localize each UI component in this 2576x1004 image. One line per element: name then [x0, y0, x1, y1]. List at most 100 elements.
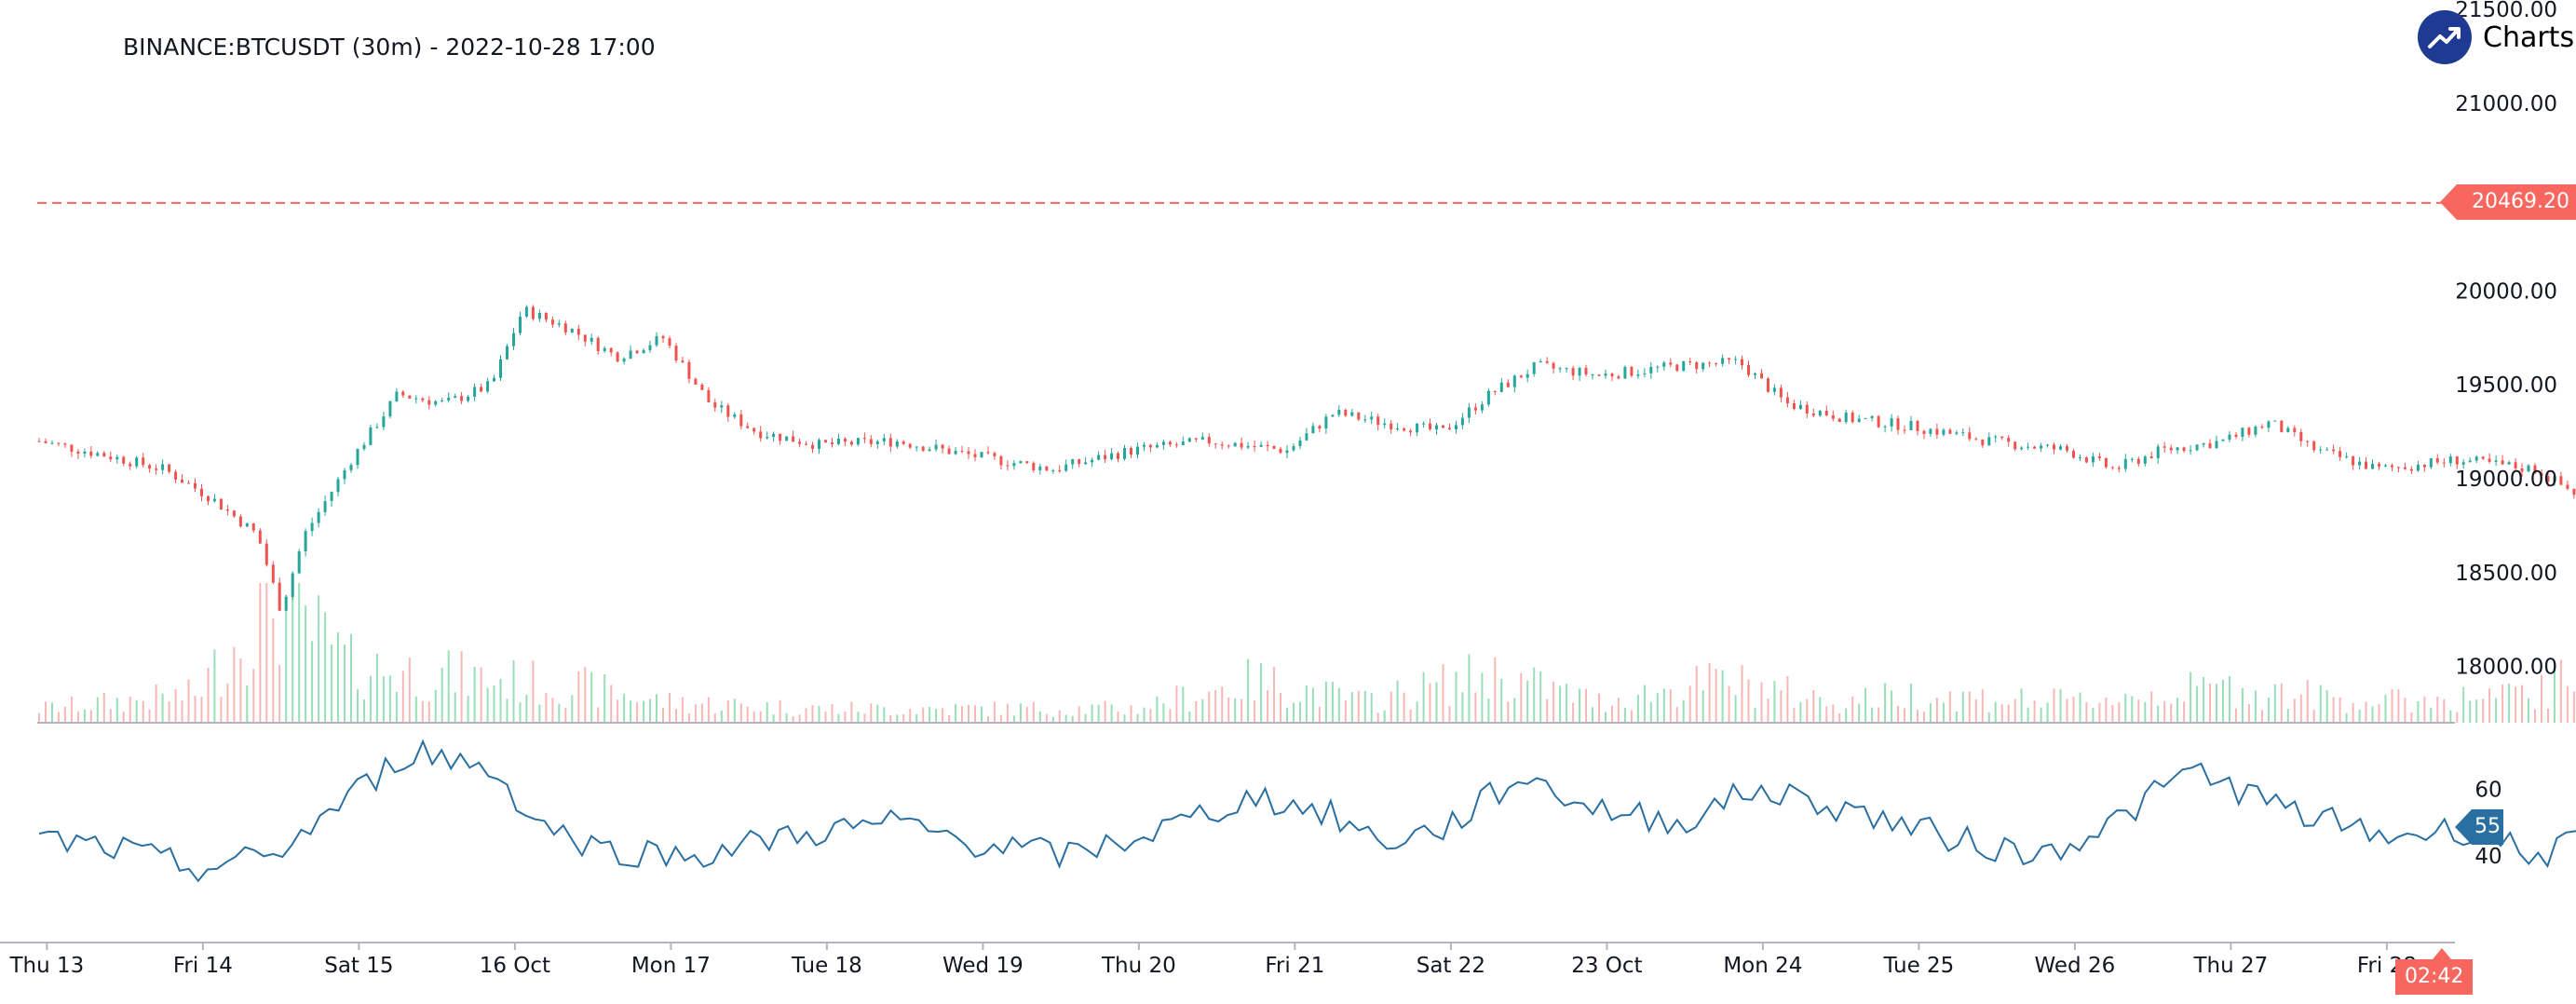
rsi-value-label: 55 [2455, 809, 2503, 845]
candle-body [869, 439, 873, 444]
volume-bar [1878, 707, 1880, 723]
candle-body [590, 337, 593, 342]
candle-body [2481, 456, 2485, 459]
candle-body [1442, 425, 1444, 428]
candle-body [102, 453, 106, 457]
candle-body [122, 456, 126, 464]
candle-body [1246, 446, 1250, 448]
candle-body [96, 453, 100, 456]
time-tick-label: Tue 18 [791, 954, 862, 978]
candle-body [1798, 404, 1802, 410]
volume-bar [824, 712, 827, 723]
volume-bar [1267, 690, 1269, 723]
candle-body [700, 385, 704, 390]
volume-bar [857, 712, 860, 723]
candle-body [928, 449, 931, 452]
candle-body [467, 397, 470, 401]
volume-bar [2241, 687, 2244, 723]
volume-bar [1442, 664, 1444, 723]
volume-bar [2436, 696, 2439, 723]
volume-bar [2553, 661, 2556, 723]
candle-body [2007, 438, 2011, 442]
volume-bar [1169, 709, 1172, 723]
volume-bar [870, 703, 873, 723]
candle-body [212, 498, 216, 502]
candle-body [1785, 397, 1789, 404]
volume-bar [357, 689, 359, 723]
volume-bar [1747, 679, 1750, 723]
volume-bar [1390, 691, 1392, 723]
candle-body [2319, 449, 2323, 451]
candle-body [1337, 410, 1341, 415]
candle-body [1636, 373, 1640, 376]
volume-bar [1904, 708, 1905, 723]
volume-bar [1858, 703, 1861, 723]
volume-bar [2000, 704, 2003, 723]
volume-bar [213, 649, 216, 723]
rsi-axis[interactable]: 60 40 [2474, 779, 2501, 870]
volume-bar [2170, 703, 2173, 723]
volume-bar [331, 644, 333, 723]
volume-bar [1376, 712, 1379, 723]
candle-body [1728, 358, 1731, 360]
candle-body [1747, 365, 1750, 375]
volume-bar [2222, 679, 2224, 723]
candle-body [1038, 466, 1042, 470]
volume-bar [161, 693, 164, 723]
volume-bar [1760, 682, 1763, 723]
price-axis[interactable]: 21500.0021000.0020500.0020000.0019500.00… [2455, 0, 2557, 680]
volume-bar [636, 702, 639, 723]
volume-bar [2111, 705, 2114, 723]
volume-bar [1195, 701, 1198, 723]
candle-body [382, 416, 386, 427]
candle-body [2130, 458, 2134, 460]
candle-body [1662, 362, 1666, 367]
volume-bar [38, 712, 40, 723]
volume-bar [772, 714, 775, 723]
candle-body [1318, 426, 1322, 429]
volume-bar [239, 658, 242, 723]
candle-body [414, 398, 418, 400]
volume-bar [2124, 693, 2127, 723]
candle-body [2149, 456, 2153, 458]
volume-bar [1636, 695, 1639, 723]
brand[interactable]: Charts p [2418, 7, 2576, 67]
candle-body [2339, 451, 2342, 457]
candle-body [2365, 461, 2367, 469]
volume-bar [883, 707, 886, 723]
time-axis[interactable]: Thu 13 Fri 14 Sat 15 16 Oct Mon 17 Tue 18 Wed … [8, 943, 2417, 978]
volume-bar [2150, 691, 2153, 723]
candle-body [330, 492, 333, 501]
volume-bar [148, 709, 151, 723]
candle-body [251, 523, 255, 531]
volume-bar [1461, 692, 1464, 723]
candle-body [1409, 430, 1413, 433]
candle-body [1811, 414, 1815, 416]
volume-bar [2508, 684, 2511, 723]
volume-bar [512, 660, 515, 723]
candle-body [616, 352, 619, 362]
candle-body [57, 442, 61, 444]
volume-bar [2033, 700, 2036, 723]
volume-bar [2105, 698, 2108, 723]
candle-body [1909, 420, 1913, 430]
volume-bar [2183, 701, 2186, 723]
volume-bar [1324, 681, 1327, 723]
volume-bar [1254, 699, 1256, 723]
candle-body [2104, 457, 2108, 468]
volume-bar [2299, 694, 2302, 723]
candle-body [1467, 407, 1471, 418]
volume-bar [1474, 692, 1477, 723]
candle-body [2468, 460, 2472, 463]
candle-body [648, 345, 652, 350]
candle-body [2000, 436, 2004, 439]
candle-body [1058, 470, 1062, 472]
last-bar-time-label: 02:42 [2395, 948, 2474, 995]
candle-body [2273, 420, 2277, 422]
volume-bar [2475, 699, 2478, 723]
candle-body [1604, 373, 1607, 376]
candle-body [1987, 437, 1991, 446]
candle-body [1403, 428, 1406, 431]
volume-bar [1416, 701, 1418, 723]
